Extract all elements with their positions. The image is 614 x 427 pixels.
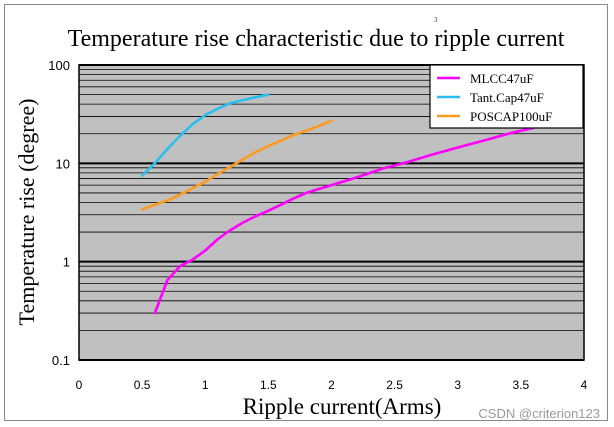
series-layer <box>140 93 535 315</box>
legend: MLCC47uF Tant.Cap47uF POSCAP100uF <box>429 64 584 129</box>
series-line-3 <box>140 119 333 211</box>
series-line-2 <box>140 93 270 177</box>
legend-label-3: POSCAP100uF <box>470 109 552 124</box>
series-line-1 <box>153 126 535 315</box>
watermark: CSDN @criterion123 <box>478 406 600 421</box>
y-axis-label: Temperature rise (degree) <box>14 99 39 326</box>
x-tick-label: 4 <box>581 378 588 392</box>
legend-label-2: Tant.Cap47uF <box>470 90 544 105</box>
x-tick-label: 2.5 <box>386 378 403 392</box>
legend-label-1: MLCC47uF <box>470 71 534 86</box>
y-tick-label: 10 <box>56 156 70 171</box>
chart-frame <box>4 4 608 421</box>
y-tick-label: 100 <box>48 58 70 73</box>
title-mark: 3 <box>434 16 438 24</box>
chart-title: Temperature rise characteristic due to r… <box>68 26 565 52</box>
x-tick-label: 1 <box>202 378 209 392</box>
tick-labels: 0 0.5 1 1.5 2 2.5 3 3.5 4 0.1 1 10 100 <box>48 58 587 392</box>
x-tick-label: 3 <box>454 378 461 392</box>
y-tick-label: 1 <box>63 255 70 270</box>
x-axis-label: Ripple current(Arms) <box>243 394 442 419</box>
x-tick-label: 1.5 <box>260 378 277 392</box>
x-tick-label: 3.5 <box>513 378 530 392</box>
x-tick-label: 0.5 <box>134 378 151 392</box>
x-tick-label: 0 <box>76 378 83 392</box>
plot-area <box>78 64 585 361</box>
x-tick-label: 2 <box>328 378 335 392</box>
y-tick-label: 0.1 <box>52 353 70 368</box>
